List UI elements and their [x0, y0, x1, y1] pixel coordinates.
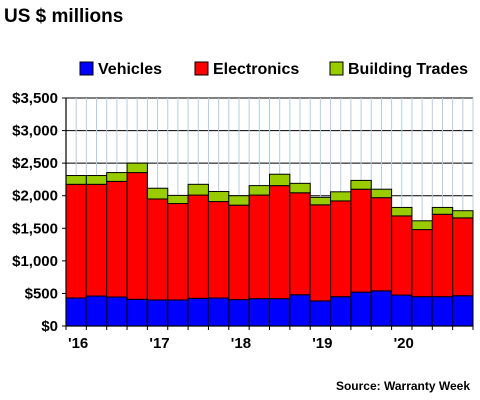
bar-vehicles-17q2 — [167, 299, 189, 327]
bar-electronics-16q4 — [126, 172, 148, 300]
y-tick-label: $500 — [25, 285, 58, 302]
bar-building-trades-19q2 — [330, 191, 352, 202]
legend-swatch — [194, 61, 209, 76]
bar-electronics-16q2 — [85, 183, 108, 297]
bar-vehicles-20q4 — [452, 295, 474, 327]
bar-vehicles-19q1 — [309, 300, 332, 327]
bar-vehicles-17q1 — [146, 299, 169, 327]
bar-vehicles-17q3 — [187, 297, 209, 327]
bar-vehicles-16q2 — [85, 295, 108, 327]
bar-building-trades-18q2 — [248, 185, 270, 196]
chart-title: US $ millions — [4, 6, 123, 27]
x-tick-label: '19 — [312, 335, 332, 352]
bar-building-trades-19q1 — [309, 196, 332, 206]
bar-building-trades-20q4 — [452, 210, 474, 219]
bar-electronics-19q2 — [330, 200, 352, 298]
bar-building-trades-20q2 — [411, 220, 433, 231]
bar-building-trades-16q4 — [126, 162, 148, 174]
bar-electronics-17q3 — [187, 194, 209, 299]
y-tick-label: $3,500 — [12, 90, 58, 107]
y-tick-label: $3,000 — [12, 123, 58, 140]
plot-area: $0 $500 $1,000 $1,500 $2,000 $2,500 $3,000 $3,5… — [12, 90, 474, 352]
bar-electronics-18q4 — [289, 192, 311, 296]
bar-electronics-20q3 — [431, 213, 454, 298]
legend-item-vehicles: Vehicles — [79, 61, 162, 78]
bar-building-trades-19q3 — [350, 179, 372, 190]
bar-electronics-19q3 — [350, 188, 372, 293]
y-tick-label: $2,500 — [12, 155, 58, 172]
legend-label: Electronics — [213, 61, 299, 78]
bar-electronics-18q1 — [228, 204, 250, 301]
x-tick-label: '17 — [149, 335, 169, 352]
bar-vehicles-19q2 — [330, 296, 352, 327]
bar-vehicles-20q2 — [411, 296, 433, 327]
bar-building-trades-17q4 — [207, 190, 230, 203]
bar-building-trades-16q2 — [85, 175, 108, 185]
legend-item-building-trades: Building Trades — [329, 61, 468, 78]
y-tick-label: $1,500 — [12, 220, 58, 237]
bar-electronics-17q1 — [146, 198, 169, 301]
source-note: Source: Warranty Week — [336, 379, 470, 393]
x-tick-label: '20 — [394, 335, 414, 352]
legend-swatch — [79, 61, 94, 76]
bar-vehicles-18q3 — [269, 298, 291, 327]
bar-building-trades-16q3 — [106, 172, 128, 182]
y-tick-label: $2,000 — [12, 188, 58, 205]
bar-vehicles-16q1 — [65, 297, 87, 327]
bar-electronics-17q2 — [167, 203, 189, 301]
bar-electronics-16q3 — [106, 180, 128, 298]
bar-electronics-20q4 — [452, 217, 474, 297]
bar-vehicles-19q3 — [350, 291, 372, 327]
y-tick-label: $0 — [41, 318, 58, 335]
bar-building-trades-20q3 — [431, 206, 454, 215]
bar-building-trades-17q1 — [146, 187, 169, 200]
bar-electronics-17q4 — [207, 201, 230, 299]
bar-vehicles-16q3 — [106, 296, 128, 327]
legend-swatch — [329, 61, 344, 76]
x-tick-label: '18 — [231, 335, 251, 352]
bar-vehicles-18q1 — [228, 299, 250, 327]
bar-building-trades-17q2 — [167, 194, 189, 205]
bar-electronics-19q1 — [309, 204, 332, 302]
bar-electronics-18q2 — [248, 194, 270, 300]
bar-building-trades-18q4 — [289, 182, 311, 194]
bar-building-trades-17q3 — [187, 183, 209, 196]
bar-vehicles-18q2 — [248, 298, 270, 327]
bar-building-trades-19q4 — [370, 188, 393, 199]
bar-building-trades-16q1 — [65, 175, 87, 185]
bar-electronics-16q1 — [65, 183, 87, 299]
bar-vehicles-20q1 — [391, 294, 413, 327]
x-tick-label: '16 — [68, 335, 88, 352]
bar-vehicles-17q4 — [207, 297, 230, 327]
y-tick-label: $1,000 — [12, 253, 58, 270]
bar-vehicles-20q3 — [431, 296, 454, 327]
legend-label: Building Trades — [348, 61, 468, 78]
bar-building-trades-20q1 — [391, 206, 413, 217]
legend: Vehicles Electronics Building Trades — [79, 61, 468, 78]
bar-vehicles-16q4 — [126, 298, 148, 327]
bar-electronics-19q4 — [370, 197, 393, 292]
bar-building-trades-18q1 — [228, 195, 250, 206]
bar-electronics-20q1 — [391, 215, 413, 296]
bar-vehicles-19q4 — [370, 290, 393, 327]
bar-vehicles-18q4 — [289, 294, 311, 327]
bar-building-trades-18q3 — [269, 173, 291, 187]
bar-electronics-20q2 — [411, 229, 433, 298]
legend-label: Vehicles — [98, 61, 162, 78]
bar-electronics-18q3 — [269, 185, 291, 300]
legend-item-electronics: Electronics — [194, 61, 299, 78]
